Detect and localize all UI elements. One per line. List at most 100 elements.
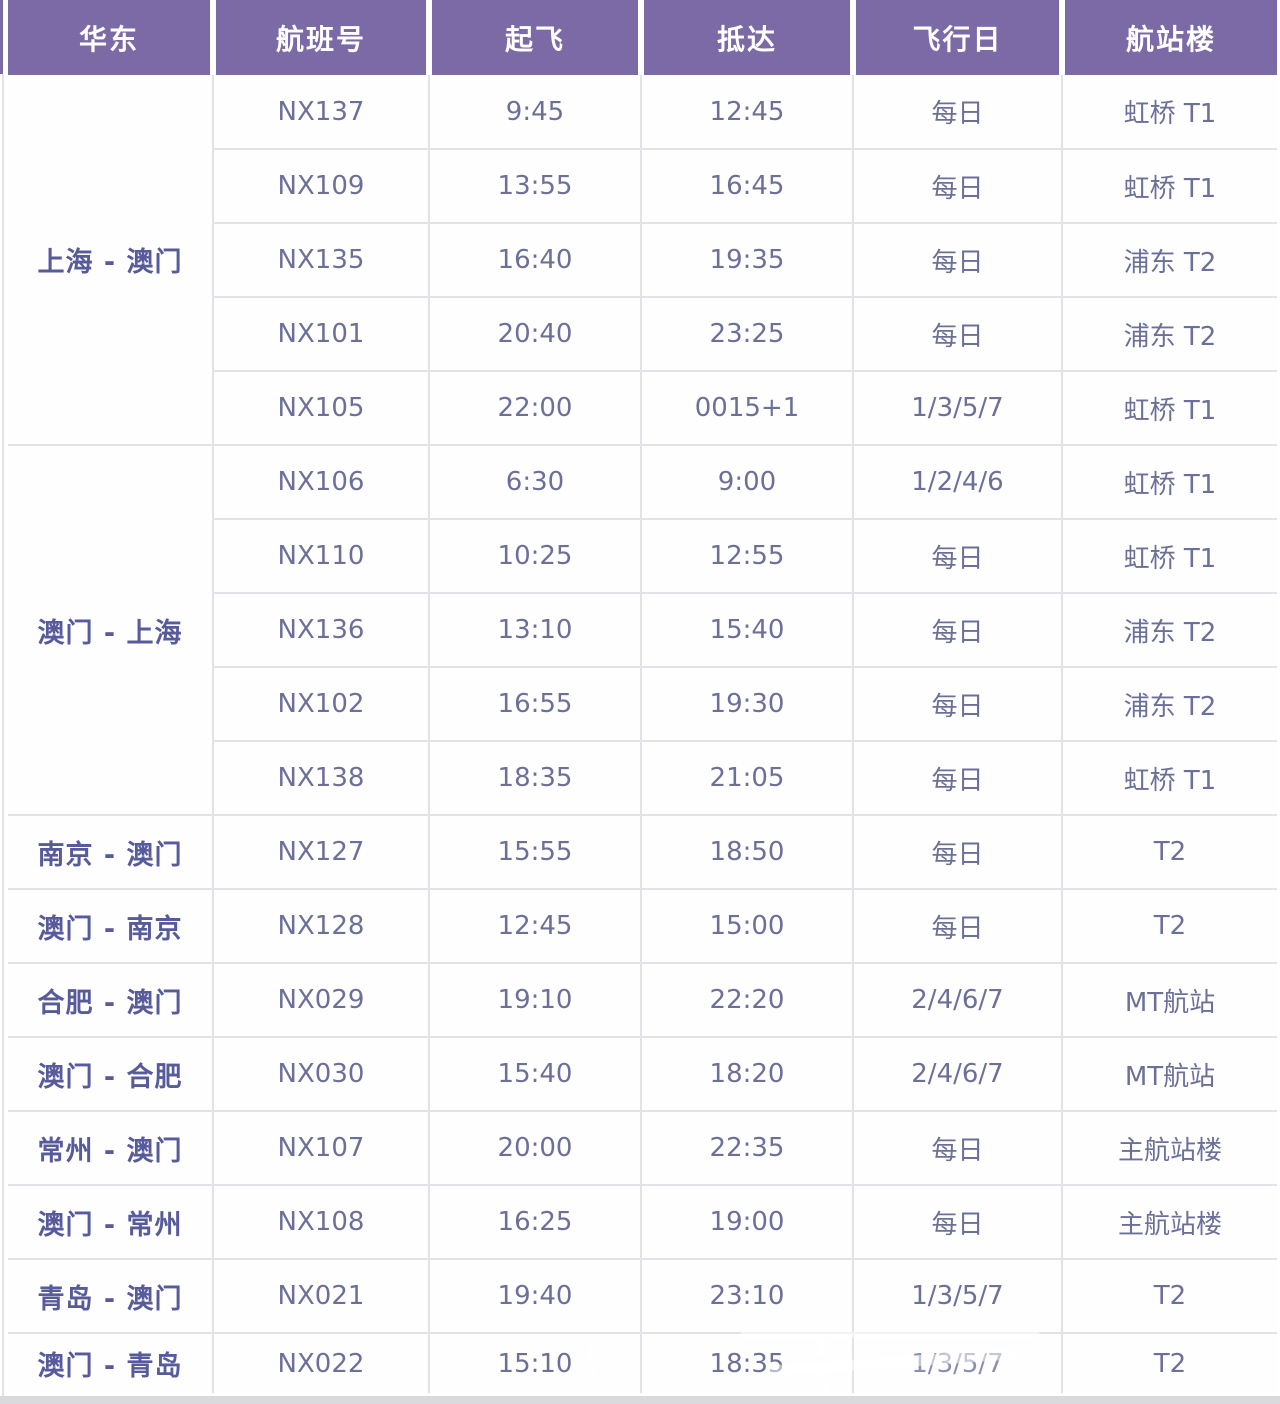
departure-time-cell: 20:40 — [428, 296, 642, 372]
flight-row: 澳门 - 青岛 NX022 15:10 18:35 1/3/5/7 T2 — [8, 1332, 1277, 1393]
flight-days-cell: 每日 — [852, 814, 1063, 890]
flight-number-cell: NX101 — [212, 296, 430, 372]
flight-schedule-table: 华东 航班号 起飞 抵达 飞行日 航站楼 上海 - 澳门 NX137 9:45 12:… — [8, 0, 1277, 1393]
flight-number-cell: NX109 — [212, 148, 430, 224]
flight-days-cell: 每日 — [852, 296, 1063, 372]
departure-time-cell: 15:40 — [428, 1036, 642, 1112]
flight-row: 澳门 - 上海 NX106 6:30 9:00 1/2/4/6 虹桥 T1 — [8, 444, 1277, 816]
bottom-edge-bar — [0, 1396, 1280, 1404]
arrival-time-cell: 9:00 — [640, 444, 854, 520]
flight-number-cell: NX105 — [212, 370, 430, 446]
flight-days-cell: 1/3/5/7 — [852, 370, 1063, 446]
cropped-left-column-header-sliver — [0, 0, 3, 74]
flight-days-cell: 每日 — [852, 1110, 1063, 1186]
arrival-time-cell: 19:30 — [640, 666, 854, 742]
terminal-cell: 虹桥 T1 — [1061, 740, 1277, 816]
departure-time-cell: 16:25 — [428, 1184, 642, 1260]
departure-time-cell: 18:35 — [428, 740, 642, 816]
route-cell: 常州 - 澳门 — [8, 1110, 214, 1186]
flight-days-cell: 1/3/5/7 — [852, 1258, 1063, 1334]
departure-time-cell: 13:10 — [428, 592, 642, 668]
flight-number-cell: NX030 — [212, 1036, 430, 1112]
flight-row: NX135 16:40 19:35 每日 浦东 T2 — [8, 222, 1277, 298]
flight-number-cell: NX136 — [212, 592, 430, 668]
header-arrival: 抵达 — [638, 0, 853, 75]
route-cell: 青岛 - 澳门 — [8, 1258, 214, 1334]
flight-row: 合肥 - 澳门 NX029 19:10 22:20 2/4/6/7 MT航站 — [8, 962, 1277, 1038]
header-terminal: 航站楼 — [1059, 0, 1277, 75]
flight-number-cell: NX102 — [212, 666, 430, 742]
terminal-cell: 主航站楼 — [1061, 1184, 1277, 1260]
departure-time-cell: 19:40 — [428, 1258, 642, 1334]
arrival-time-cell: 23:25 — [640, 296, 854, 372]
departure-time-cell: 15:10 — [428, 1332, 642, 1393]
flight-number-cell: NX110 — [212, 518, 430, 594]
departure-time-cell: 10:25 — [428, 518, 642, 594]
flight-days-cell: 每日 — [852, 888, 1063, 964]
flight-number-cell: NX022 — [212, 1332, 430, 1393]
header-flight-number: 航班号 — [210, 0, 429, 75]
terminal-cell: 虹桥 T1 — [1061, 148, 1277, 224]
flight-days-cell: 2/4/6/7 — [852, 1036, 1063, 1112]
terminal-cell: MT航站 — [1061, 962, 1277, 1038]
arrival-time-cell: 22:20 — [640, 962, 854, 1038]
departure-time-cell: 16:40 — [428, 222, 642, 298]
terminal-cell: 主航站楼 — [1061, 1110, 1277, 1186]
flight-number-cell: NX106 — [212, 444, 430, 520]
departure-time-cell: 6:30 — [428, 444, 642, 520]
terminal-cell: 浦东 T2 — [1061, 296, 1277, 372]
flight-days-cell: 每日 — [852, 592, 1063, 668]
departure-time-cell: 16:55 — [428, 666, 642, 742]
terminal-cell: T2 — [1061, 888, 1277, 964]
arrival-time-cell: 18:35 — [640, 1332, 854, 1393]
flight-row: 上海 - 澳门 NX137 9:45 12:45 每日 虹桥 T1 — [8, 75, 1277, 446]
arrival-time-cell: 19:00 — [640, 1184, 854, 1260]
flight-row: 澳门 - 常州 NX108 16:25 19:00 每日 主航站楼 — [8, 1184, 1277, 1260]
terminal-cell: MT航站 — [1061, 1036, 1277, 1112]
arrival-time-cell: 18:20 — [640, 1036, 854, 1112]
flight-row: NX136 13:10 15:40 每日 浦东 T2 — [8, 592, 1277, 668]
departure-time-cell: 19:10 — [428, 962, 642, 1038]
departure-time-cell: 22:00 — [428, 370, 642, 446]
terminal-cell: 虹桥 T1 — [1061, 370, 1277, 446]
arrival-time-cell: 18:50 — [640, 814, 854, 890]
header-flight-days: 飞行日 — [850, 0, 1062, 75]
terminal-cell: T2 — [1061, 1332, 1277, 1393]
flight-number-cell: NX029 — [212, 962, 430, 1038]
route-cell: 澳门 - 南京 — [8, 888, 214, 964]
arrival-time-cell: 12:55 — [640, 518, 854, 594]
route-cell: 上海 - 澳门 — [8, 75, 214, 446]
route-cell: 澳门 - 合肥 — [8, 1036, 214, 1112]
departure-time-cell: 20:00 — [428, 1110, 642, 1186]
departure-time-cell: 15:55 — [428, 814, 642, 890]
flight-row: NX105 22:00 0015+1 1/3/5/7 虹桥 T1 — [8, 370, 1277, 446]
terminal-cell: T2 — [1061, 1258, 1277, 1334]
arrival-time-cell: 16:45 — [640, 148, 854, 224]
cropped-left-column-body-line — [2, 74, 4, 1396]
terminal-cell: 浦东 T2 — [1061, 592, 1277, 668]
flight-row: 澳门 - 南京 NX128 12:45 15:00 每日 T2 — [8, 888, 1277, 964]
route-cell: 澳门 - 青岛 — [8, 1332, 214, 1393]
arrival-time-cell: 23:10 — [640, 1258, 854, 1334]
flight-days-cell: 1/3/5/7 — [852, 1332, 1063, 1393]
terminal-cell: 虹桥 T1 — [1061, 518, 1277, 594]
flight-days-cell: 每日 — [852, 518, 1063, 594]
flight-days-cell: 每日 — [852, 148, 1063, 224]
terminal-cell: 浦东 T2 — [1061, 222, 1277, 298]
flight-number-cell: NX107 — [212, 1110, 430, 1186]
departure-time-cell: 9:45 — [428, 75, 642, 150]
route-cell: 南京 - 澳门 — [8, 814, 214, 890]
flight-row: NX138 18:35 21:05 每日 虹桥 T1 — [8, 740, 1277, 816]
flight-days-cell: 1/2/4/6 — [852, 444, 1063, 520]
arrival-time-cell: 12:45 — [640, 75, 854, 150]
flight-days-cell: 每日 — [852, 75, 1063, 150]
arrival-time-cell: 15:00 — [640, 888, 854, 964]
terminal-cell: 虹桥 T1 — [1061, 75, 1277, 150]
flight-number-cell: NX127 — [212, 814, 430, 890]
flight-number-cell: NX128 — [212, 888, 430, 964]
flight-row: 青岛 - 澳门 NX021 19:40 23:10 1/3/5/7 T2 — [8, 1258, 1277, 1334]
table-header-row: 华东 航班号 起飞 抵达 飞行日 航站楼 — [8, 0, 1277, 75]
flight-row: 澳门 - 合肥 NX030 15:40 18:20 2/4/6/7 MT航站 — [8, 1036, 1277, 1112]
flight-days-cell: 每日 — [852, 1184, 1063, 1260]
